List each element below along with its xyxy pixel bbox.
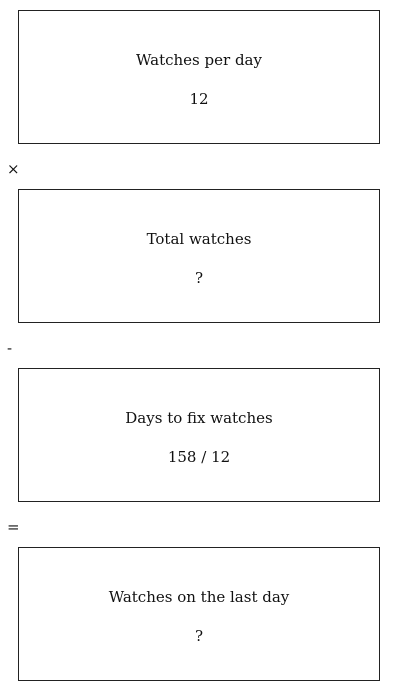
box-value: 12 [189, 90, 209, 108]
equals-operator: = [7, 518, 20, 536]
box-label: Watches on the last day [108, 588, 290, 606]
watches-on-last-day-box: Watches on the last day ? [18, 547, 380, 681]
box-value: ? [194, 627, 204, 645]
days-to-fix-watches-box: Days to fix watches 158 / 12 [18, 368, 380, 502]
box-label: Days to fix watches [125, 409, 273, 427]
total-watches-box: Total watches ? [18, 189, 380, 323]
multiply-operator: × [7, 160, 20, 178]
minus-operator: - [7, 339, 13, 357]
box-value: ? [194, 269, 204, 287]
box-value: 158 / 12 [167, 448, 231, 466]
box-label: Total watches [146, 230, 252, 248]
box-label: Watches per day [136, 51, 262, 69]
watches-per-day-box: Watches per day 12 [18, 10, 380, 144]
